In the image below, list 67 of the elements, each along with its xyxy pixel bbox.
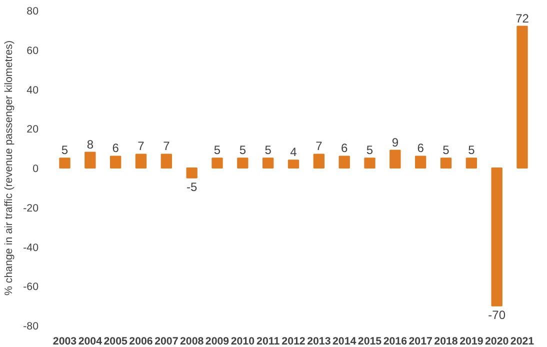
x-tick-label: 2011: [256, 336, 280, 347]
bar: [415, 156, 426, 168]
bar: [516, 26, 528, 168]
data-label: 5: [468, 143, 476, 158]
y-tick-label: -60: [23, 281, 39, 294]
bar: [262, 158, 274, 168]
bar: [84, 152, 96, 168]
x-tick-label: 2005: [104, 336, 128, 347]
y-tick-label: -20: [23, 202, 39, 214]
data-label: 6: [112, 141, 120, 156]
bar: [491, 168, 502, 306]
bar: [338, 156, 350, 168]
data-label: 7: [163, 139, 170, 154]
x-tick-label: 2019: [460, 336, 484, 347]
data-label: 7: [316, 139, 323, 154]
x-tick-label: 2017: [408, 336, 433, 347]
x-tick-label: 2016: [383, 336, 408, 347]
data-label: 8: [86, 137, 94, 152]
data-label: 9: [392, 135, 399, 150]
x-tick-label: 2010: [230, 336, 255, 347]
x-tick-label: 2009: [205, 336, 230, 347]
data-label: 6: [340, 141, 348, 156]
x-tick-label: 2006: [129, 336, 153, 347]
data-label: 5: [214, 143, 221, 158]
x-tick-label: 2003: [52, 336, 77, 347]
y-axis-title: % change in air traffic (revenue passenger kilometres): [3, 40, 16, 296]
x-tick-label: 2007: [154, 336, 178, 347]
bar: [440, 158, 452, 168]
y-tick-label: 80: [26, 6, 39, 18]
data-label: 5: [239, 143, 246, 158]
data-label: 5: [366, 143, 374, 158]
bar: [364, 158, 376, 168]
x-tick-label: 2020: [484, 336, 509, 347]
y-tick-label: 20: [26, 124, 39, 136]
bar: [466, 158, 477, 168]
y-tick-label: 60: [26, 44, 39, 57]
data-label: 5: [264, 143, 272, 158]
bar: [110, 156, 122, 168]
data-label: 6: [417, 141, 424, 156]
bar: [237, 158, 248, 168]
bar: [160, 154, 172, 168]
data-label: -70: [488, 308, 506, 322]
data-label: 5: [442, 143, 450, 158]
y-tick-label: -40: [23, 242, 39, 254]
x-tick-label: 2008: [180, 336, 204, 347]
bar: [313, 154, 324, 168]
bar: [135, 154, 147, 168]
data-label: 5: [61, 143, 68, 158]
bar: [186, 168, 198, 178]
x-tick-label: 2015: [358, 336, 382, 347]
x-tick-label: 2018: [434, 336, 458, 347]
data-label: -5: [186, 180, 198, 194]
y-tick-label: 0: [32, 163, 39, 175]
y-tick-label: 40: [26, 84, 39, 96]
x-tick-label: 2013: [307, 336, 331, 347]
x-tick-label: 2021: [510, 336, 534, 347]
bar: [390, 150, 401, 168]
y-tick-label: -80: [23, 320, 39, 332]
data-label: 7: [138, 139, 145, 154]
bar: [288, 160, 300, 168]
x-tick-label: 2004: [78, 336, 102, 347]
data-label: 72: [516, 11, 530, 26]
bar: [212, 158, 223, 168]
x-tick-label: 2014: [332, 336, 356, 347]
data-label: 4: [290, 145, 298, 160]
bar: [59, 158, 70, 168]
x-tick-label: 2012: [282, 336, 306, 347]
